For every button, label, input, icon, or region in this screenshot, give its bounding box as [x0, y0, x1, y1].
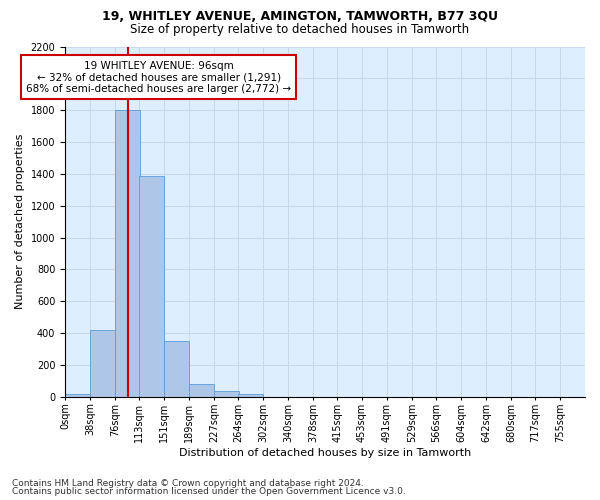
Text: Contains public sector information licensed under the Open Government Licence v3: Contains public sector information licen…: [12, 487, 406, 496]
Bar: [115, 110, 140, 397]
Text: 19 WHITLEY AVENUE: 96sqm
← 32% of detached houses are smaller (1,291)
68% of sem: 19 WHITLEY AVENUE: 96sqm ← 32% of detach…: [26, 60, 291, 94]
Text: Contains HM Land Registry data © Crown copyright and database right 2024.: Contains HM Land Registry data © Crown c…: [12, 478, 364, 488]
Text: Size of property relative to detached houses in Tamworth: Size of property relative to detached ho…: [130, 22, 470, 36]
X-axis label: Distribution of detached houses by size in Tamworth: Distribution of detached houses by size …: [179, 448, 471, 458]
Bar: [189, 384, 214, 397]
Text: 19, WHITLEY AVENUE, AMINGTON, TAMWORTH, B77 3QU: 19, WHITLEY AVENUE, AMINGTON, TAMWORTH, …: [102, 10, 498, 23]
Bar: [65, 394, 90, 397]
Bar: [238, 394, 263, 397]
Bar: [90, 330, 115, 397]
Bar: [214, 392, 239, 397]
Bar: [164, 341, 189, 397]
Bar: [139, 176, 164, 397]
Y-axis label: Number of detached properties: Number of detached properties: [15, 134, 25, 310]
